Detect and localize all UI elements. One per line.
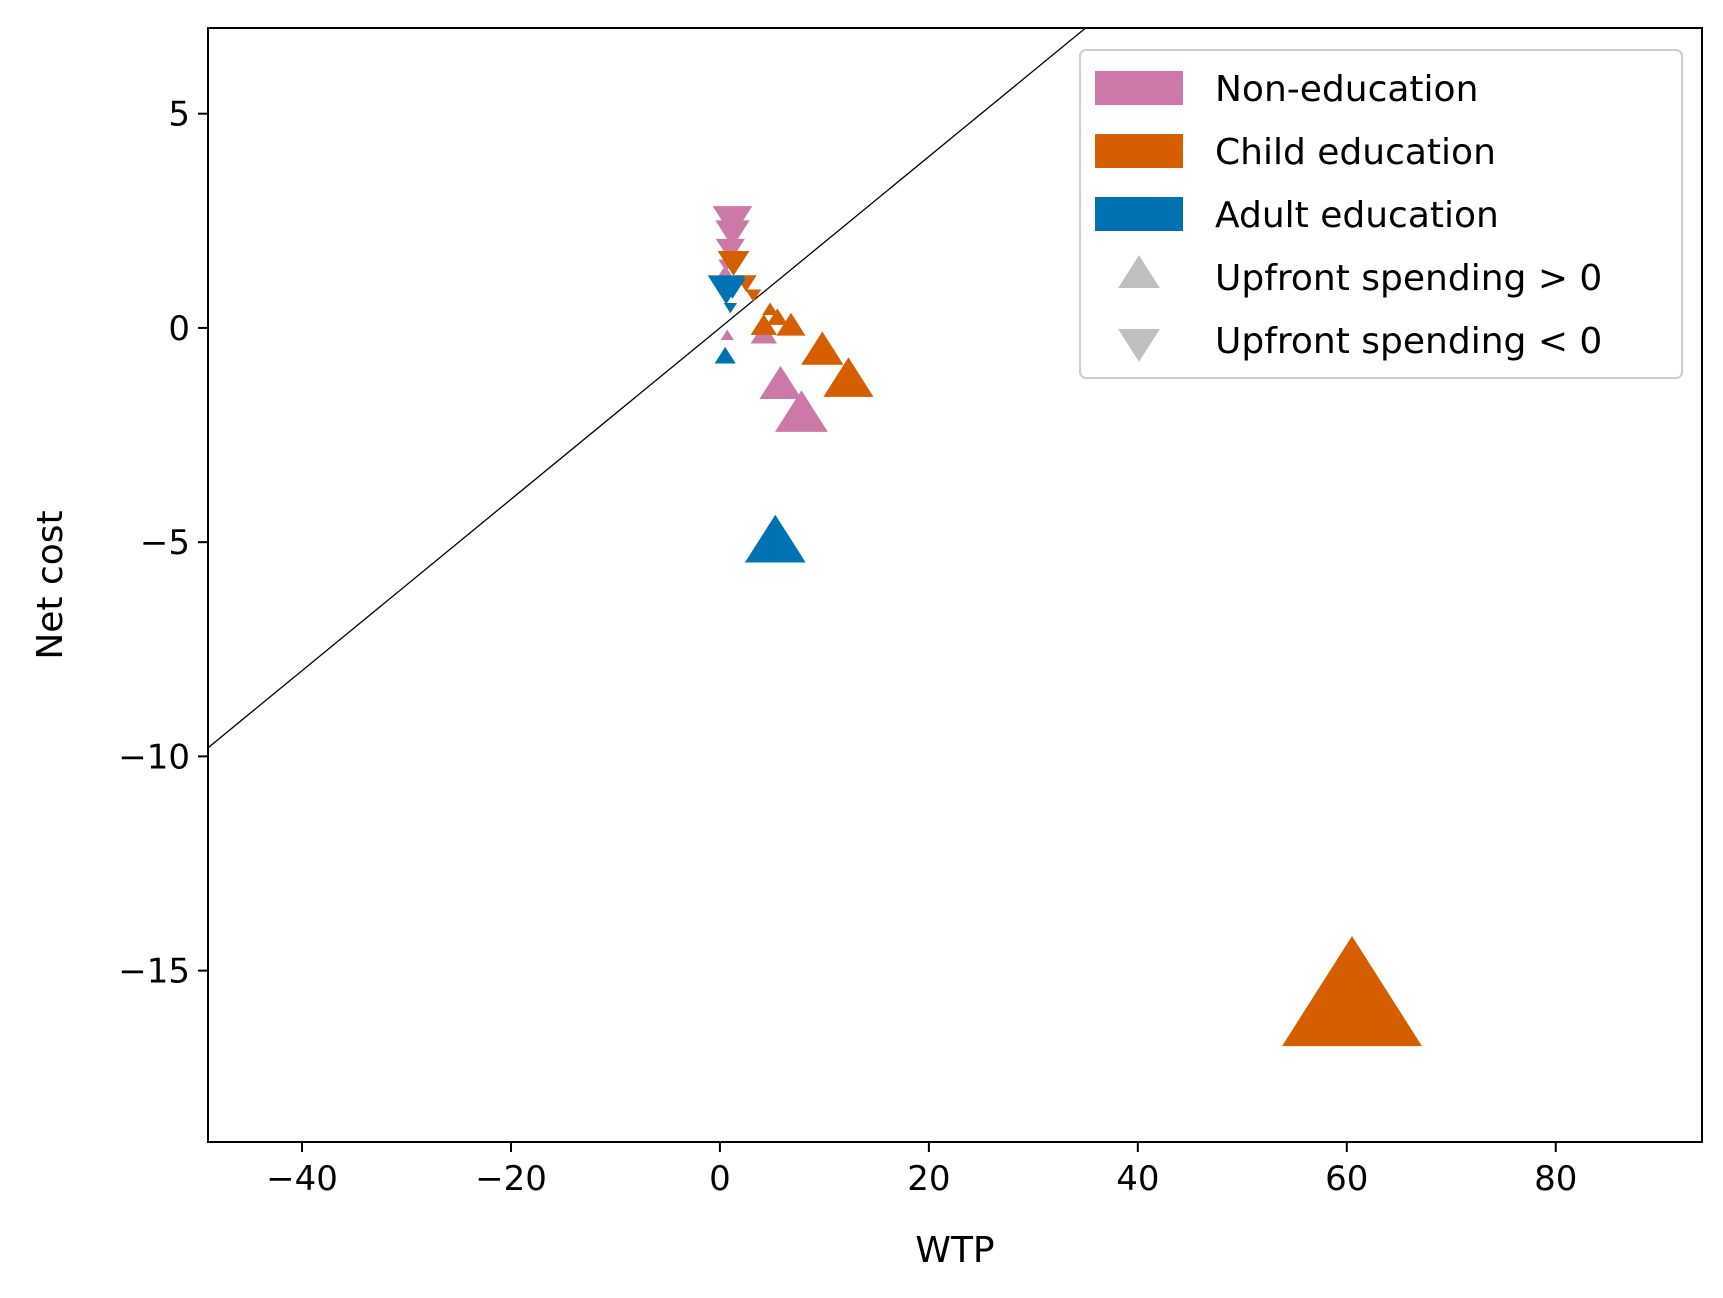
data-point-child-education — [1282, 936, 1422, 1047]
data-point-non-education — [715, 220, 750, 248]
x-tick-label: 60 — [1325, 1159, 1368, 1199]
x-axis-label: WTP — [915, 1230, 994, 1271]
y-tick-label: −10 — [118, 737, 190, 777]
data-point-child-education — [823, 357, 874, 397]
legend-label: Adult education — [1215, 195, 1499, 236]
data-point-adult-education — [719, 278, 746, 299]
data-point-non-education — [775, 390, 828, 432]
data-point-non-education — [720, 329, 734, 340]
x-tick-label: −20 — [475, 1159, 547, 1199]
data-point-adult-education — [723, 303, 737, 314]
legend-label: Upfront spending > 0 — [1215, 258, 1602, 299]
x-tick-label: 20 — [907, 1159, 950, 1199]
data-point-adult-education — [714, 346, 736, 364]
y-tick-label: −5 — [140, 523, 190, 563]
data-point-non-education — [718, 265, 732, 276]
legend-label: Upfront spending < 0 — [1215, 321, 1602, 362]
legend-label: Child education — [1215, 132, 1496, 173]
y-axis: 5 0 −5 −10 −15 — [118, 95, 208, 992]
data-point-child-education — [750, 314, 778, 335]
x-tick-label: 80 — [1534, 1159, 1577, 1199]
data-point-child-education — [766, 308, 788, 325]
legend-swatch — [1095, 134, 1183, 168]
data-markers — [707, 206, 1422, 1047]
y-tick-label: −15 — [118, 952, 190, 992]
triangle-up-icon — [1118, 255, 1160, 289]
data-point-child-education — [762, 302, 778, 315]
reference-line — [208, 28, 1087, 749]
x-tick-label: 0 — [709, 1159, 731, 1199]
data-point-non-education — [715, 238, 745, 262]
legend-swatch — [1095, 71, 1183, 105]
legend-box — [1079, 49, 1683, 379]
y-tick-label: 5 — [168, 95, 190, 135]
data-point-non-education — [759, 365, 802, 400]
x-axis: −40 −20 0 20 40 60 80 — [266, 1142, 1577, 1199]
data-point-child-education — [776, 312, 806, 336]
triangle-down-icon — [1118, 328, 1160, 362]
plot-frame — [207, 27, 1703, 1143]
data-point-child-education — [801, 331, 844, 365]
data-point-child-education — [745, 289, 762, 302]
x-tick-label: −40 — [266, 1159, 338, 1199]
data-point-child-education — [717, 251, 750, 276]
legend: Non-education Child education Adult educat… — [1079, 49, 1683, 379]
legend-swatch — [1095, 197, 1183, 231]
y-axis-label: Net cost — [30, 510, 71, 659]
data-point-adult-education — [744, 514, 806, 563]
y-tick-label: 0 — [168, 309, 190, 349]
x-tick-label: 40 — [1116, 1159, 1159, 1199]
legend-label: Non-education — [1215, 69, 1478, 110]
